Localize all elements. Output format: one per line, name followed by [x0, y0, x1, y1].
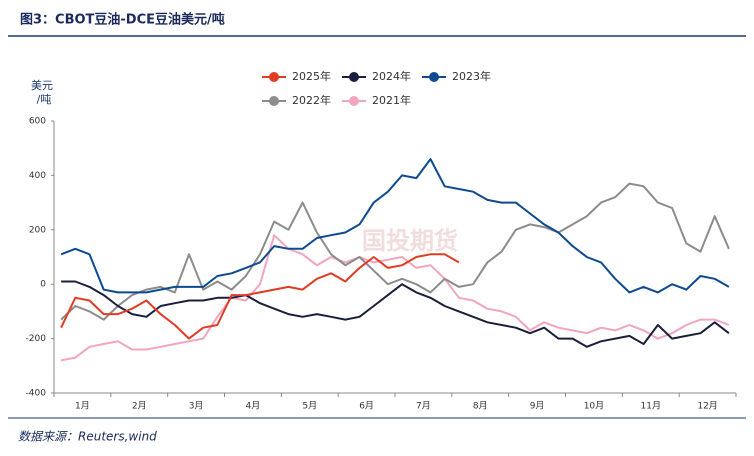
legend-label: 2022年 [292, 93, 331, 107]
series-line [60, 158, 730, 294]
x-tick-label: 7月 [416, 401, 431, 412]
y-axis-label: 美元 [31, 79, 53, 92]
y-tick-label: -400 [26, 389, 47, 399]
x-tick-label: 1月 [75, 401, 90, 412]
legend-label: 2021年 [372, 93, 411, 107]
legend-marker [349, 96, 359, 106]
legend-label: 2023年 [452, 69, 491, 83]
y-tick-label: 0 [40, 280, 46, 290]
legend-marker [429, 72, 439, 82]
x-tick-label: 2月 [132, 401, 147, 412]
x-tick-label: 10月 [584, 401, 604, 412]
legend-label: 2025年 [292, 69, 331, 83]
y-tick-label: 600 [29, 117, 46, 127]
x-tick-label: 9月 [530, 401, 545, 412]
series-line [60, 234, 730, 362]
y-axis-label: /吨 [37, 93, 52, 106]
legend-marker [269, 72, 279, 82]
chart-title: 图3：CBOT豆油-DCE豆油美元/吨 [20, 12, 225, 28]
y-tick-label: 200 [29, 225, 46, 235]
x-tick-label: 4月 [246, 401, 261, 412]
x-tick-label: 12月 [697, 401, 717, 412]
x-tick-label: 11月 [641, 401, 661, 412]
y-tick-label: 400 [29, 171, 46, 181]
legend-marker [269, 96, 279, 106]
watermark: 国投期货 [362, 227, 458, 255]
x-tick-label: 6月 [359, 401, 374, 412]
series-line [61, 280, 730, 348]
x-tick-label: 8月 [473, 401, 488, 412]
series-line [60, 253, 460, 340]
x-tick-label: 5月 [302, 401, 317, 412]
legend-label: 2024年 [372, 69, 411, 83]
series-line [60, 182, 730, 321]
y-tick-label: -200 [26, 334, 47, 344]
legend-marker [349, 72, 359, 82]
x-tick-label: 3月 [189, 401, 204, 412]
source: 数据来源：Reuters,wind [18, 430, 157, 444]
